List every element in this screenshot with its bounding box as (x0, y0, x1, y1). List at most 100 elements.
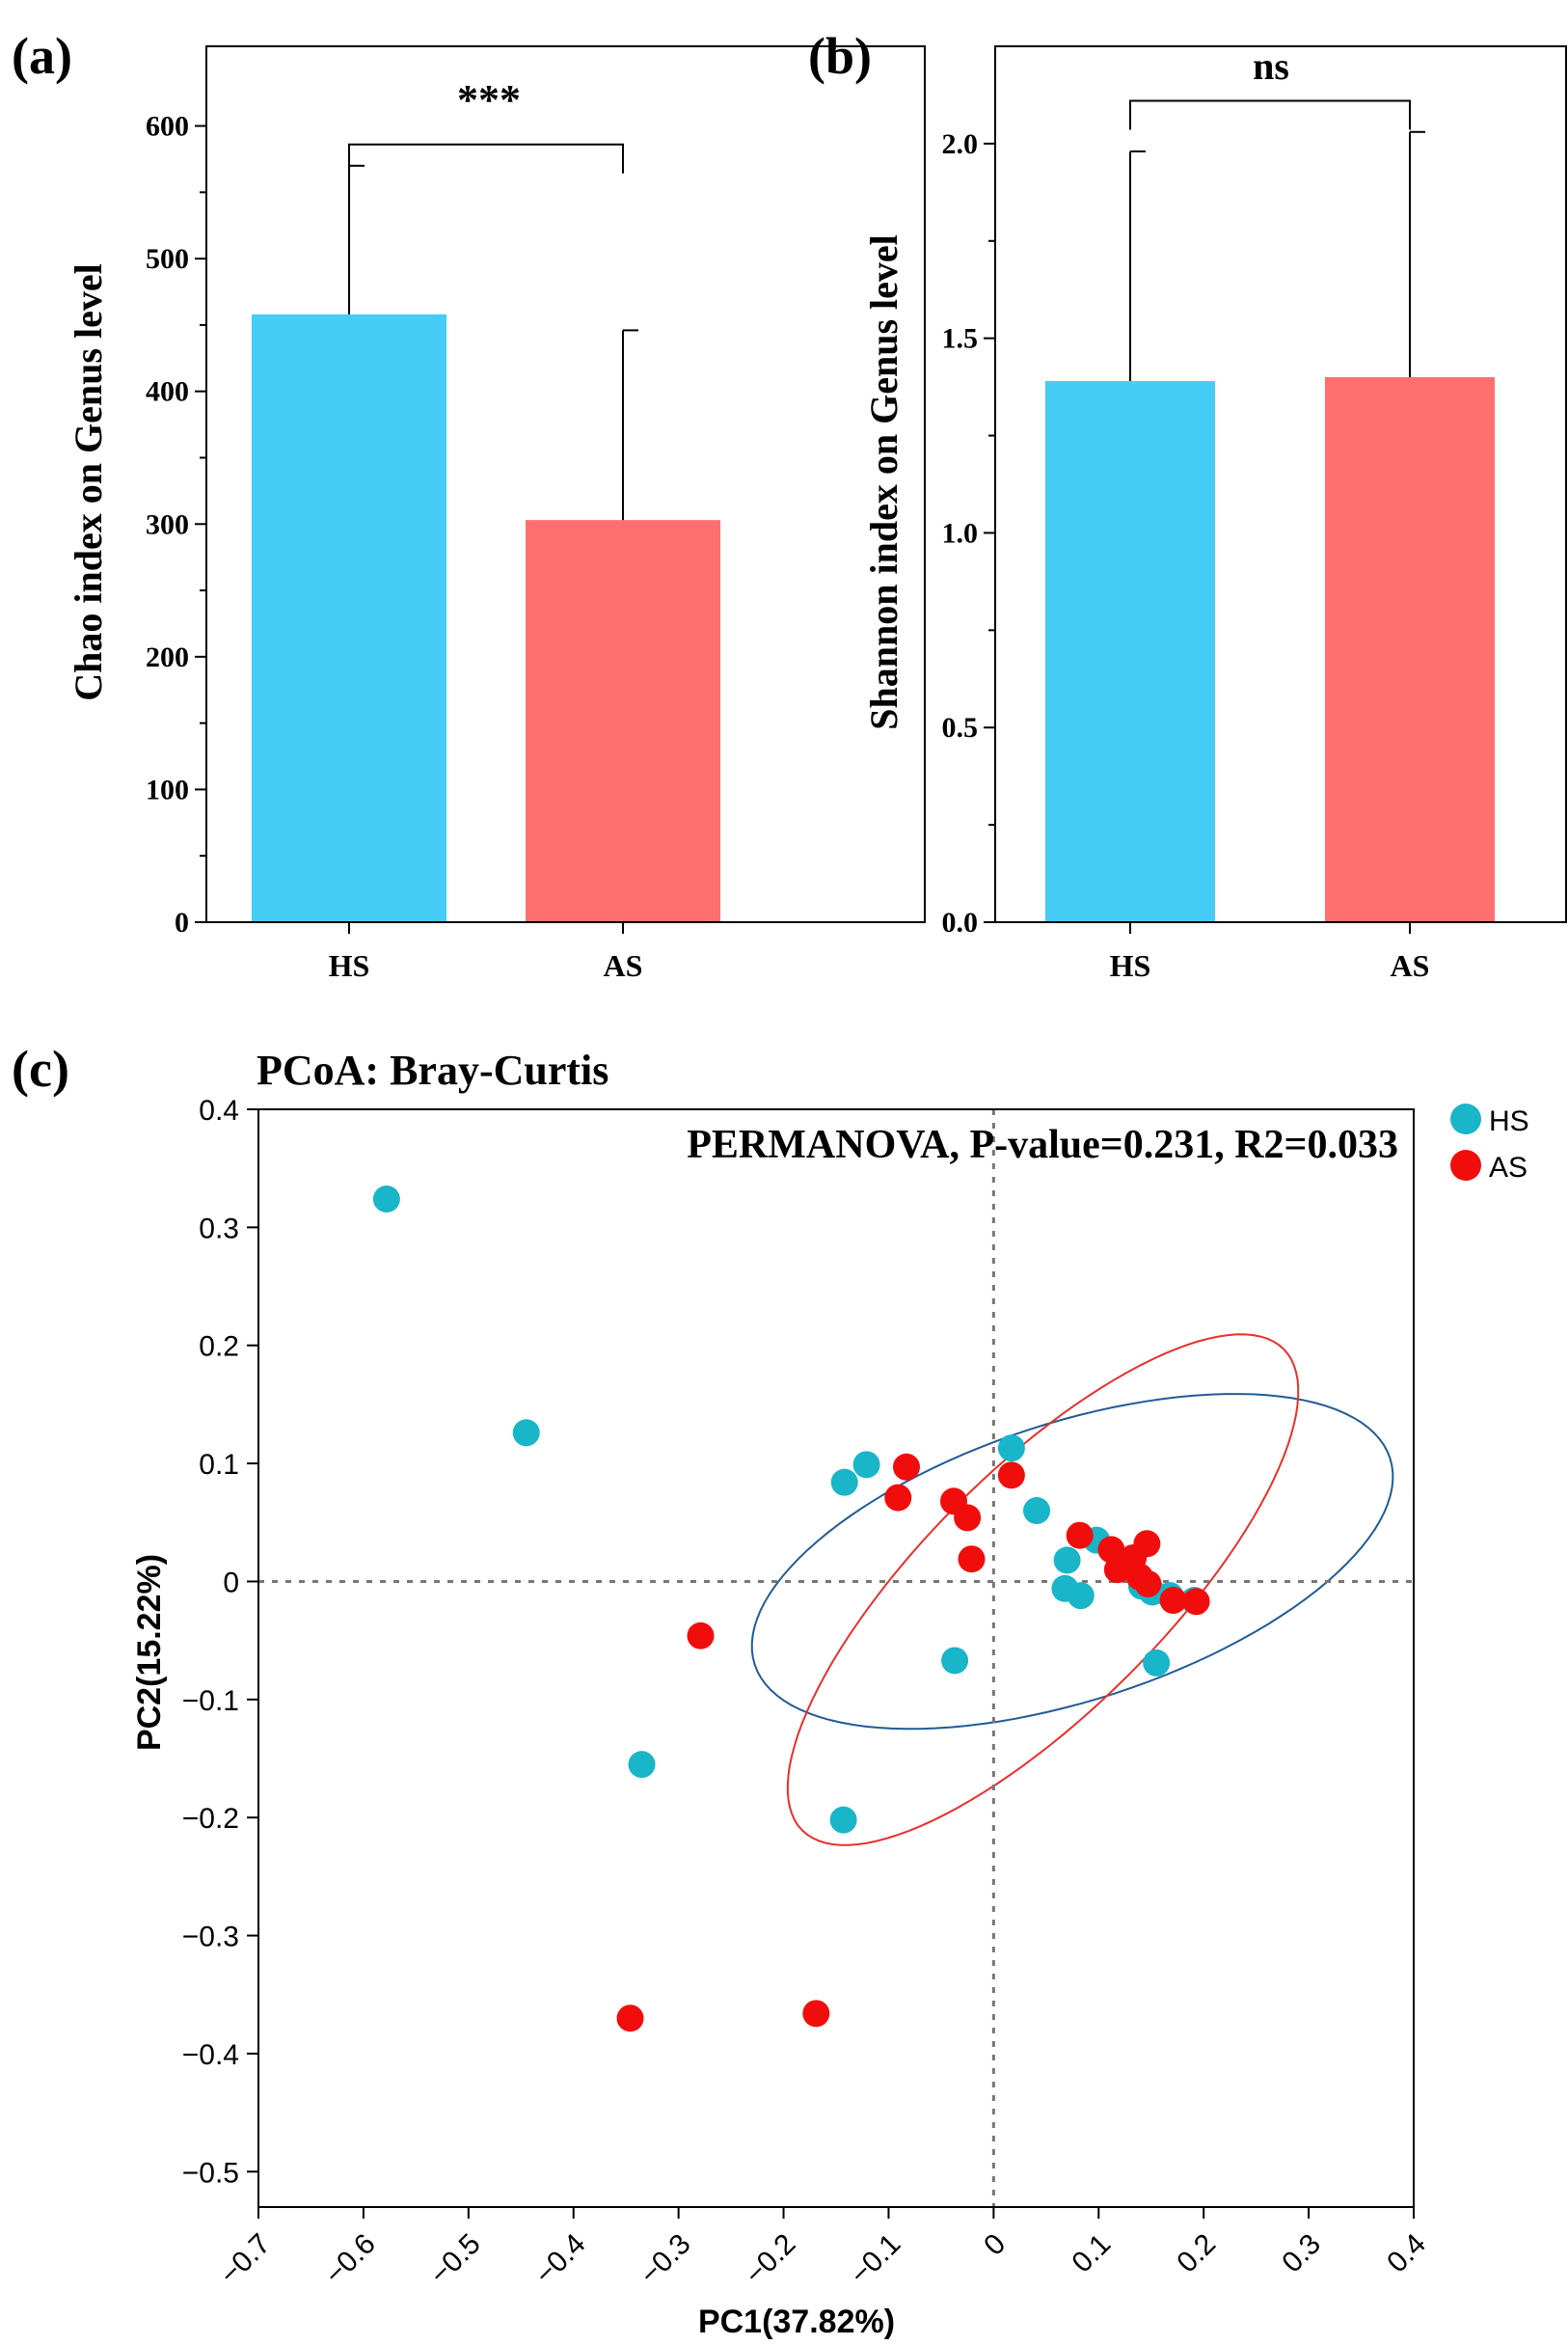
a-xtick-label: HS (329, 948, 370, 983)
c-ytick-label: 0.3 (199, 1213, 239, 1244)
panel-c: (c) PCoA: Bray-Curtis 0.40.30.20.10−0.1−… (12, 1040, 1529, 2340)
c-ytick-label: 0.4 (199, 1095, 239, 1127)
panel-c-xlabel: PC1(37.82%) (698, 2304, 895, 2340)
b-xtick-label: AS (1391, 948, 1430, 983)
point-as (802, 2000, 830, 2028)
point-as (687, 1622, 715, 1650)
point-as (958, 1545, 986, 1573)
point-hs (941, 1647, 969, 1675)
point-as (954, 1504, 982, 1532)
a-ytick-label: 300 (146, 508, 189, 540)
point-as (1066, 1521, 1094, 1549)
panel-b-y-ticks: 0.0 0.5 1.0 1.5 2.0 (942, 128, 995, 939)
b-xtick-label: HS (1110, 948, 1151, 983)
panel-c-zero-lines (258, 1109, 1414, 2207)
point-hs (852, 1451, 880, 1479)
point-hs (830, 1468, 858, 1496)
b-ytick-label: 0.0 (942, 907, 979, 939)
panel-a-significance-label: *** (457, 76, 521, 123)
point-as (1159, 1587, 1187, 1615)
legend-as-marker (1450, 1150, 1481, 1181)
c-xtick-label: −0.5 (424, 2228, 487, 2291)
point-hs (512, 1419, 540, 1447)
panel-b-significance-label: ns (1253, 44, 1289, 88)
point-as (1134, 1569, 1162, 1597)
a-bar-hs (252, 314, 446, 922)
c-xtick-label: −0.2 (739, 2228, 801, 2291)
point-hs (1143, 1649, 1171, 1677)
panel-a-frame (205, 45, 926, 923)
a-bracket (348, 143, 624, 174)
c-ytick-label: −0.4 (182, 2039, 239, 2071)
c-xtick-label: 0.4 (1381, 2228, 1432, 2279)
panel-c-points (372, 1185, 1210, 2032)
panel-a: (a) Chao index on Genus level 0 100 200 300… (12, 27, 926, 983)
a-ytick-label: 400 (146, 376, 189, 408)
b-ytick-label: 0.5 (942, 712, 979, 744)
point-hs (829, 1806, 857, 1834)
panel-b-label: (b) (808, 27, 872, 85)
c-ytick-label: −0.5 (182, 2157, 239, 2189)
point-hs (1053, 1546, 1081, 1574)
c-ytick-label: 0.2 (199, 1331, 239, 1363)
legend-hs-marker (1450, 1104, 1481, 1134)
ellipse-as (786, 1333, 1300, 1846)
a-bar-as (526, 520, 720, 922)
c-xtick-label: −0.1 (844, 2228, 906, 2291)
panel-c-ylabel: PC2(15.22%) (131, 1554, 168, 1751)
point-hs (1067, 1582, 1095, 1610)
b-bar-as (1325, 377, 1495, 922)
point-as (892, 1453, 920, 1481)
c-xtick-label: 0.2 (1171, 2228, 1222, 2279)
ellipse-hs (750, 1393, 1394, 1731)
a-xtick-label: AS (604, 948, 643, 983)
panel-c-title: PCoA: Bray-Curtis (257, 1047, 608, 1094)
b-bracket (1129, 99, 1411, 130)
b-ytick-label: 1.0 (942, 517, 979, 549)
panel-c-y-ticks: 0.4 0.3 0.2 0.1 0 −0.1 −0.2 −0.3 −0.4 −0.5 (182, 1095, 258, 2189)
point-as (1133, 1530, 1161, 1558)
c-ytick-label: −0.3 (182, 1922, 239, 1953)
panel-c-legend: HS AS (1450, 1104, 1529, 1184)
a-ytick-label: 100 (146, 774, 189, 805)
panel-b-bars (1045, 130, 1495, 923)
panel-c-label: (c) (12, 1040, 69, 1098)
c-ytick-label: 0 (223, 1567, 239, 1598)
b-bar-hs (1045, 381, 1215, 923)
a-ytick-label: 200 (146, 641, 189, 673)
panel-c-ellipses (750, 1333, 1394, 1846)
a-ytick-label: 600 (146, 111, 189, 143)
point-as (884, 1484, 912, 1512)
panel-b-significance: ns (1129, 44, 1411, 130)
b-ytick-label: 2.0 (942, 128, 979, 160)
panel-b-x-ticks: HS AS (1110, 922, 1430, 983)
b-ytick-label: 1.5 (942, 323, 979, 355)
panel-a-bars (252, 164, 720, 922)
panel-a-label: (a) (12, 27, 72, 85)
panel-a-x-ticks: HS AS (329, 922, 643, 983)
point-hs (997, 1434, 1025, 1462)
legend-as-label: AS (1489, 1152, 1527, 1184)
c-xtick-label: 0.1 (1066, 2228, 1117, 2279)
point-hs (1023, 1497, 1051, 1525)
point-as (616, 2004, 644, 2032)
c-xtick-label: 0.3 (1276, 2228, 1327, 2279)
legend-hs-label: HS (1489, 1105, 1529, 1137)
point-as (997, 1461, 1025, 1489)
c-ytick-label: 0.1 (199, 1449, 239, 1481)
c-xtick-label: −0.3 (634, 2228, 696, 2291)
panel-c-frame (257, 1108, 1415, 2208)
panel-a-ylabel: Chao index on Genus level (67, 263, 110, 700)
c-xtick-label: −0.7 (214, 2228, 277, 2291)
point-as (1182, 1588, 1210, 1616)
panel-c-x-ticks: −0.7 −0.6 −0.5 −0.4 −0.3 −0.2 −0.1 0 0.1 0.2 0.3 0.… (214, 2207, 1432, 2291)
point-hs (372, 1185, 400, 1213)
c-ytick-label: −0.1 (182, 1685, 239, 1717)
c-ytick-label: −0.2 (182, 1803, 239, 1835)
panel-a-significance: *** (348, 76, 624, 174)
c-xtick-label: 0 (978, 2228, 1012, 2262)
panel-c-annotation: PERMANOVA, P-value=0.231, R2=0.033 (687, 1123, 1398, 1167)
point-hs (628, 1751, 656, 1779)
c-xtick-label: −0.6 (319, 2228, 382, 2291)
a-ytick-label: 500 (146, 243, 189, 275)
